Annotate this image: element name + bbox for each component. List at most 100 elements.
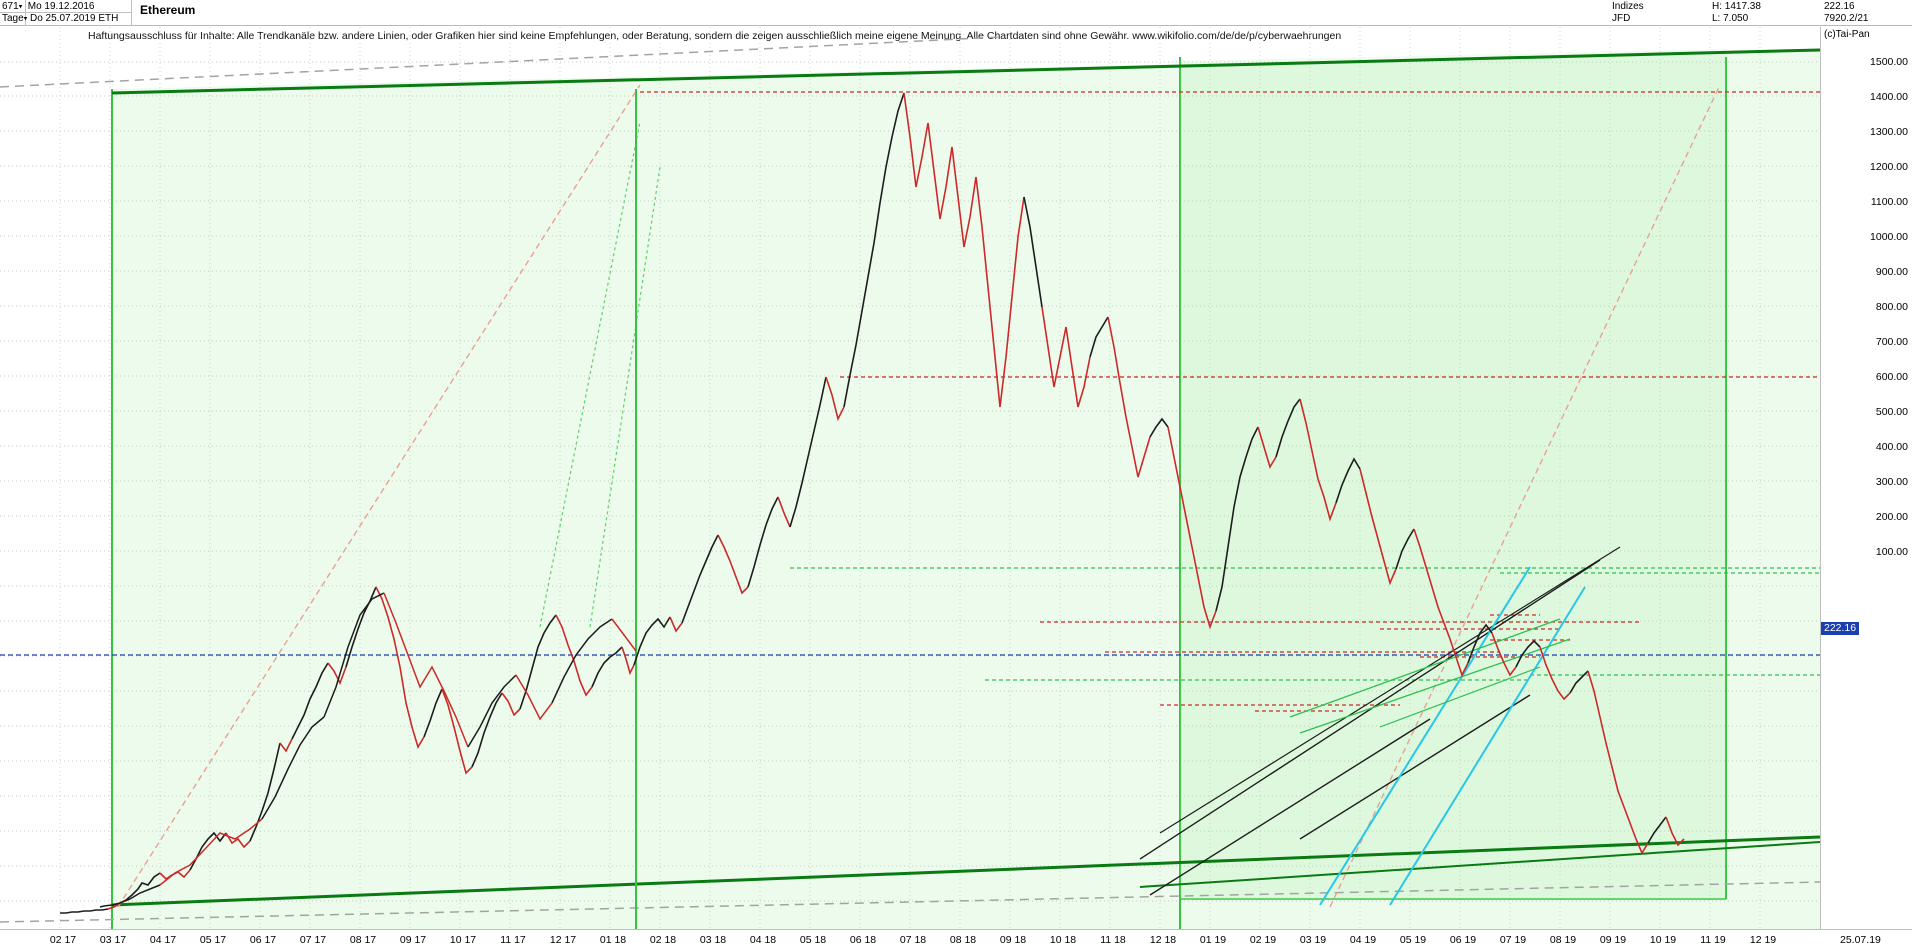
y-tick-1000: 1000.00 (1870, 231, 1908, 243)
x-tick-28: 06 19 (1449, 934, 1477, 946)
chart-header: 671▾ Mo 19.12.2016 Tage▾ Do 25.07.2019 E… (0, 0, 1912, 26)
header-divider-vertical-2 (131, 0, 132, 26)
page-title: Ethereum (140, 3, 196, 17)
start-date-value: Mo 19.12.2016 (27, 1, 95, 12)
header-divider-vertical (25, 0, 26, 26)
end-date-value: Do 25.07.2019 (29, 13, 96, 24)
watermark-label: (c)Tai-Pan (1824, 29, 1870, 40)
x-tick-23: 01 19 (1199, 934, 1227, 946)
green-level-lines (790, 567, 1820, 681)
x-tick-15: 05 18 (799, 934, 827, 946)
price-axis[interactable]: (c)Tai-Pan 1500.00 1400.00 1300.00 1200.… (1820, 27, 1912, 929)
y-tick-1200: 1200.00 (1870, 161, 1908, 173)
rising-support-line-c[interactable] (1299, 694, 1531, 840)
header-quote-row-1: Indizes H: 1417.38 222.16 (1612, 1, 1912, 12)
chart-canvas[interactable] (0, 27, 1820, 929)
x-tick-31: 09 19 (1599, 934, 1627, 946)
x-tick-12: 02 18 (649, 934, 677, 946)
y-tick-1500: 1500.00 (1870, 56, 1908, 68)
small-green-rising-a[interactable] (1289, 618, 1561, 718)
x-tick-26: 04 19 (1349, 934, 1377, 946)
x-tick-34: 12 19 (1749, 934, 1777, 946)
x-tick-16: 06 18 (849, 934, 877, 946)
header-row-barcount-startdate: 671▾ Mo 19.12.2016 (2, 1, 94, 12)
x-tick-20: 10 18 (1049, 934, 1077, 946)
x-tick-1: 03 17 (99, 934, 127, 946)
x-tick-14: 04 18 (749, 934, 777, 946)
disclaimer-text: Haftungsausschluss für Inhalte: Alle Tre… (88, 30, 1342, 42)
x-tick-18: 08 18 (949, 934, 977, 946)
interval-caret-icon[interactable]: ▾ (23, 15, 28, 23)
rising-support-line-a[interactable] (1139, 559, 1601, 860)
x-tick-27: 05 19 (1399, 934, 1427, 946)
small-green-rising-b[interactable] (1299, 638, 1571, 734)
x-tick-2: 04 17 (149, 934, 177, 946)
header-row-interval-enddate: Tage▾ Do 25.07.2019 ETH (2, 13, 118, 24)
x-tick-33: 11 19 (1700, 934, 1726, 946)
y-tick-1300: 1300.00 (1870, 126, 1908, 138)
chart-plot-area[interactable] (0, 27, 1820, 929)
long-term-support-line-2[interactable] (1139, 841, 1820, 888)
current-price-badge: 222.16 (1821, 622, 1860, 635)
y-tick-800: 800.00 (1875, 301, 1908, 313)
x-tick-13: 03 18 (699, 934, 727, 946)
y-tick-300: 300.00 (1875, 476, 1908, 488)
price-candles[interactable] (99, 592, 637, 908)
x-tick-30: 08 19 (1549, 934, 1577, 946)
pink-dashed-rising-right[interactable] (1329, 84, 1721, 908)
x-tick-11: 01 18 (599, 934, 627, 946)
y-tick-700: 700.00 (1875, 336, 1908, 348)
quote-high-value: 222.16 (1824, 1, 1855, 12)
price-series-recent[interactable] (1665, 816, 1685, 847)
gridlines-horizontal (0, 61, 1820, 902)
x-tick-4: 06 17 (249, 934, 277, 946)
bar-count-caret-icon[interactable]: ▾ (18, 3, 23, 11)
rally-channel-left[interactable] (539, 121, 641, 628)
header-divider-horizontal (0, 12, 132, 13)
y-tick-600: 600.00 (1875, 371, 1908, 383)
pink-dashed-rising-left[interactable] (117, 84, 641, 908)
x-tick-19: 09 18 (999, 934, 1027, 946)
x-tick-21: 11 18 (1100, 934, 1126, 946)
bar-count-value: 671 (2, 1, 19, 12)
rising-support-line-b[interactable] (1149, 718, 1431, 896)
x-tick-25: 03 19 (1299, 934, 1327, 946)
price-series[interactable] (60, 92, 1667, 914)
x-tick-32: 10 19 (1649, 934, 1677, 946)
x-tick-9: 11 17 (500, 934, 526, 946)
x-tick-last: 25.07.19 (1840, 934, 1881, 946)
long-term-resistance-line[interactable] (111, 48, 1820, 95)
y-tick-1100: 1100.00 (1870, 196, 1908, 208)
rising-resistance-line-d[interactable] (1159, 546, 1621, 834)
grey-dashed-upper[interactable] (0, 36, 1001, 88)
cyan-channel-right[interactable] (1389, 586, 1586, 906)
x-tick-8: 10 17 (449, 934, 477, 946)
x-tick-29: 07 19 (1499, 934, 1527, 946)
y-tick-100: 100.00 (1875, 546, 1908, 558)
y-tick-500: 500.00 (1875, 406, 1908, 418)
symbol-value: ETH (98, 13, 119, 24)
date-axis[interactable]: 02 17 03 17 04 17 05 17 06 17 07 17 08 1… (0, 929, 1912, 952)
quote-low-value: 7920.2/21 (1824, 13, 1869, 24)
y-tick-400: 400.00 (1875, 441, 1908, 453)
x-tick-24: 02 19 (1249, 934, 1277, 946)
header-quote-row-2: JFD L: 7.050 7920.2/21 (1612, 13, 1912, 24)
quote-group-label: Indizes (1612, 1, 1644, 12)
x-tick-0: 02 17 (49, 934, 77, 946)
cyan-channel-left[interactable] (1319, 566, 1531, 906)
y-tick-900: 900.00 (1875, 266, 1908, 278)
y-tick-1400: 1400.00 (1870, 91, 1908, 103)
x-tick-22: 12 18 (1149, 934, 1177, 946)
x-tick-6: 08 17 (349, 934, 377, 946)
x-tick-7: 09 17 (399, 934, 427, 946)
quote-high-label: H: 1417.38 (1712, 1, 1761, 12)
recent-ascending-channel-fill (1180, 49, 1726, 899)
grey-dashed-lower[interactable] (0, 881, 1820, 923)
x-tick-3: 05 17 (199, 934, 227, 946)
quote-low-label: L: 7.050 (1712, 13, 1749, 24)
header-instrument-info[interactable]: 671▾ Mo 19.12.2016 Tage▾ Do 25.07.2019 E… (0, 0, 132, 26)
large-ascending-channel-fill (112, 49, 1820, 929)
long-term-support-line[interactable] (111, 835, 1820, 907)
small-green-rising-c[interactable] (1379, 666, 1541, 728)
